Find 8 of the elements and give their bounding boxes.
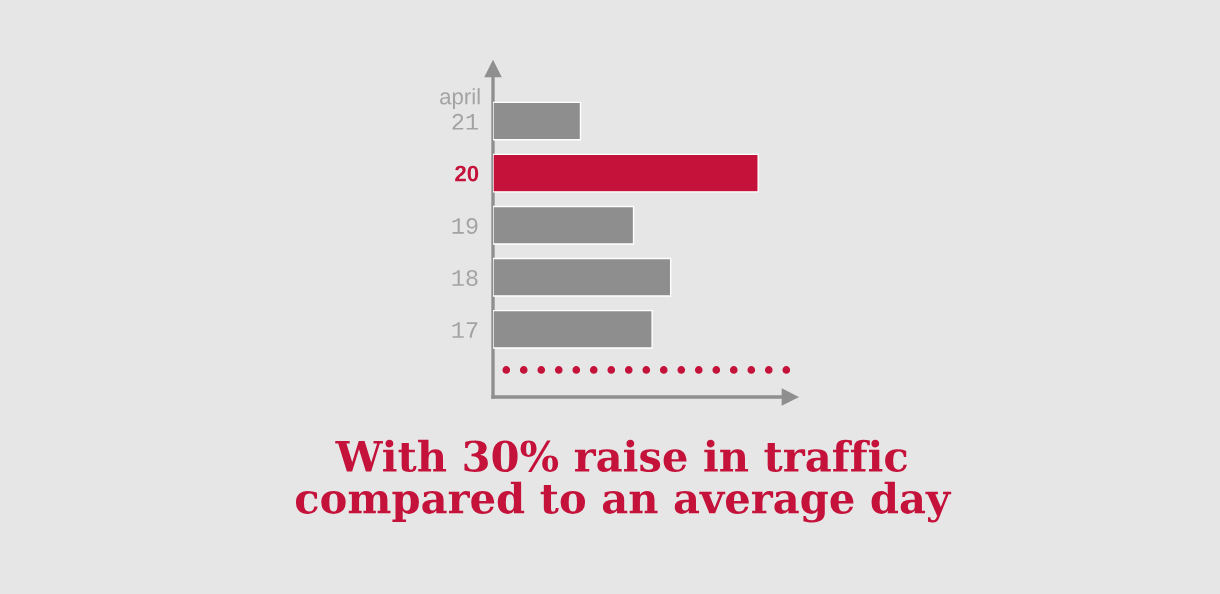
y-tick-label: 17 (452, 322, 478, 338)
y-tick-label: 20 (455, 165, 479, 182)
bar (493, 153, 759, 193)
y-tick-label: 19 (452, 217, 478, 234)
y-axis-title: april (440, 88, 480, 109)
y-tick-label: 18 (452, 270, 478, 287)
y-tick-label: 21 (452, 113, 478, 130)
text: With 30% raise in traffic compared to an average day (295, 439, 952, 523)
